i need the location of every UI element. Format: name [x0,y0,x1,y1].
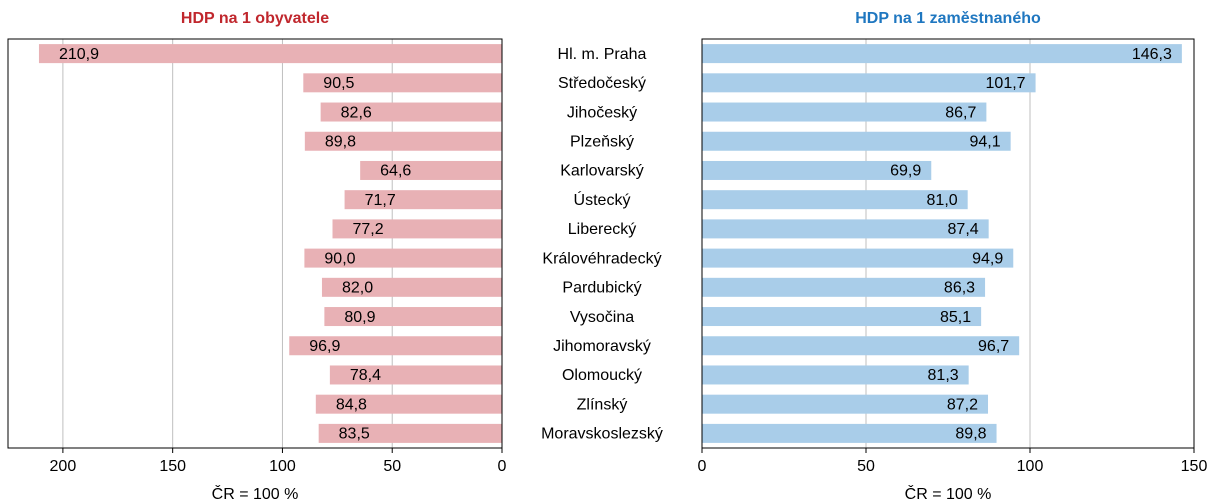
category-label: Ústecký [574,190,631,209]
x-tick-label: 150 [159,458,186,475]
x-tick-label: 0 [498,458,507,475]
value-label: 94,9 [972,250,1003,267]
value-label: 87,2 [947,396,978,413]
category-label: Jihomoravský [553,338,651,355]
value-label: 86,3 [944,280,975,297]
category-label: Středočeský [558,75,646,92]
x-tick-label: 50 [383,458,401,475]
value-label: 84,8 [336,396,367,413]
bar [702,73,1036,93]
value-label: 101,7 [986,75,1026,92]
value-label: 89,8 [325,133,356,150]
bar [304,248,502,268]
x-tick-label: 200 [50,458,77,475]
value-label: 83,5 [339,426,370,443]
category-label: Zlínský [577,396,628,413]
category-label: Královéhradecký [542,250,661,267]
value-label: 96,7 [978,338,1009,355]
chart-title: HDP na 1 zaměstnaného [855,10,1041,27]
bar [702,277,986,297]
value-label: 82,0 [342,280,373,297]
bar [702,131,1011,151]
bar [344,190,502,210]
x-tick-label: 150 [1181,458,1208,475]
bar [702,248,1014,268]
value-label: 86,7 [945,104,976,121]
value-label: 89,8 [955,426,986,443]
bar [702,365,969,385]
category-label: Karlovarský [560,163,644,180]
value-label: 85,1 [940,309,971,326]
bar [332,219,502,239]
bar [702,423,997,443]
x-axis-label: ČR = 100 % [212,484,299,503]
value-label: 81,3 [928,367,959,384]
category-label: Olomoucký [562,367,642,384]
value-label: 96,9 [309,338,340,355]
bar [702,190,968,210]
bar [702,44,1182,64]
x-tick-label: 100 [269,458,296,475]
value-label: 71,7 [365,192,396,209]
value-label: 78,4 [350,367,381,384]
bar [303,73,502,93]
bar [304,131,502,151]
category-label: Plzeňský [570,133,634,150]
bar [289,336,502,356]
bar [702,336,1020,356]
x-tick-label: 50 [857,458,875,475]
x-tick-label: 100 [1017,458,1044,475]
bar [318,423,502,443]
value-label: 90,5 [323,75,354,92]
plot-frame [701,38,1195,449]
value-label: 77,2 [353,221,384,238]
bar [315,394,502,414]
bar [702,160,932,180]
bar [702,219,989,239]
bar [702,394,989,414]
bar [320,102,502,122]
bar [324,307,502,327]
value-label: 82,6 [341,104,372,121]
value-label: 90,0 [324,250,355,267]
value-label: 80,9 [344,309,375,326]
value-label: 94,1 [970,133,1001,150]
value-label: 210,9 [59,46,99,63]
bar [702,102,987,122]
value-label: 87,4 [948,221,979,238]
bar [702,307,982,327]
chart-title: HDP na 1 obyvatele [181,10,329,27]
category-label: Hl. m. Praha [558,46,647,63]
bar [360,160,502,180]
bar [321,277,502,297]
value-label: 81,0 [927,192,958,209]
bar [38,44,502,64]
bar [329,365,502,385]
x-axis-label: ČR = 100 % [905,484,992,503]
category-label: Moravskoslezský [541,426,663,443]
category-label: Vysočina [570,309,634,326]
category-label: Jihočeský [567,104,637,121]
x-tick-label: 0 [698,458,707,475]
category-label: Liberecký [568,221,636,238]
value-label: 69,9 [890,163,921,180]
value-label: 64,6 [380,163,411,180]
plot-frame [7,38,503,449]
category-label: Pardubický [562,280,641,297]
value-label: 146,3 [1132,46,1172,63]
